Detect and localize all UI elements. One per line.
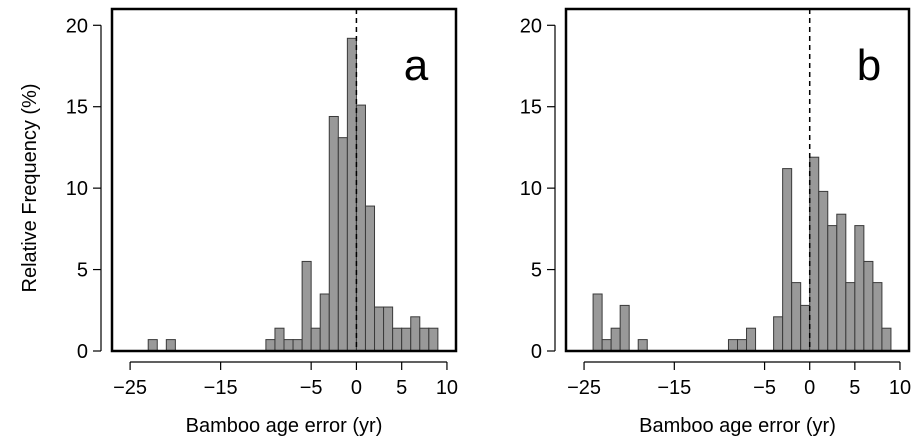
histogram-bar [165, 339, 176, 352]
histogram-bar [610, 327, 621, 352]
histogram-bar [337, 137, 348, 352]
x-tick-label: −15 [204, 377, 238, 399]
y-tick-label: 20 [520, 15, 542, 37]
histogram-bar [809, 156, 820, 352]
y-axis-label: Relative Frequency (%) [19, 84, 41, 293]
plot-frame [564, 7, 911, 353]
x-tick-label: −5 [753, 377, 776, 399]
x-axis-label: Bamboo age error (yr) [639, 415, 836, 437]
y-tick-label: 20 [66, 15, 88, 37]
histogram-bar [845, 282, 856, 352]
y-tick-label: 15 [66, 97, 88, 119]
histogram-bar [419, 327, 430, 352]
panel-a: a −25 −15 −5 0 5 10 Bamboo age error (yr) 0 5 10 15… [66, 7, 458, 437]
x-tick-label: 0 [804, 377, 815, 399]
histogram-bar [364, 205, 376, 352]
panel-label: a [404, 41, 429, 90]
histogram-bar [881, 327, 892, 352]
histogram-bar [147, 339, 158, 352]
histogram-bar [637, 339, 648, 352]
y-tick-label: 15 [520, 97, 542, 119]
histogram-bar [346, 37, 357, 352]
x-tick-label: −15 [657, 377, 691, 399]
x-tick-label: −25 [113, 377, 147, 399]
histogram-bar [374, 306, 385, 352]
x-tick-label: 10 [889, 377, 911, 399]
histogram-bar [872, 282, 883, 352]
histogram-bar [592, 293, 603, 352]
histogram-bar [283, 339, 294, 352]
histogram-bar [410, 316, 421, 352]
histogram-bar [355, 104, 366, 352]
panel-b: b −25 −15 −5 0 5 10 Bamboo age error (yr) 0 5 10 15… [520, 7, 911, 437]
histogram-bar [428, 327, 439, 352]
histogram-bar [274, 327, 285, 352]
y-tick-label: 5 [77, 260, 88, 282]
histogram-bar [383, 306, 394, 352]
x-tick-label: −25 [567, 377, 601, 399]
histogram-bar [310, 327, 321, 352]
histogram-bar [401, 327, 412, 352]
x-tick-label: 0 [351, 377, 362, 399]
histogram-bar [727, 339, 738, 352]
x-tick-label: 5 [396, 377, 407, 399]
histogram-bar [392, 327, 403, 352]
histogram-bar [301, 260, 312, 352]
x-tick-label: 5 [849, 377, 860, 399]
panel-label: b [857, 41, 881, 90]
plot-frame [110, 7, 458, 353]
histogram-bar [836, 213, 847, 352]
histogram-bar [782, 168, 793, 352]
y-tick-label: 0 [531, 341, 542, 363]
histogram-bar [773, 316, 784, 352]
histogram-bar [601, 339, 612, 352]
histogram-bar [863, 260, 874, 352]
y-tick-label: 0 [77, 341, 88, 363]
histogram-bar [827, 225, 838, 352]
y-tick-label: 10 [66, 178, 88, 200]
histogram-bar [854, 225, 865, 352]
x-axis-label: Bamboo age error (yr) [186, 415, 383, 437]
histogram-bar [791, 282, 802, 352]
histogram-bar [319, 293, 330, 352]
histogram-bar [265, 339, 276, 352]
histogram-bar [619, 304, 630, 352]
y-tick-label: 5 [531, 260, 542, 282]
x-tick-label: −5 [300, 377, 323, 399]
histogram-bar [800, 304, 811, 352]
histogram-bar [292, 339, 303, 352]
x-tick-label: 10 [436, 377, 458, 399]
histogram-bar [818, 190, 829, 352]
histogram-bar [746, 327, 757, 352]
y-tick-label: 10 [520, 178, 542, 200]
histogram-bar [737, 339, 748, 352]
histogram-bar [328, 115, 339, 352]
